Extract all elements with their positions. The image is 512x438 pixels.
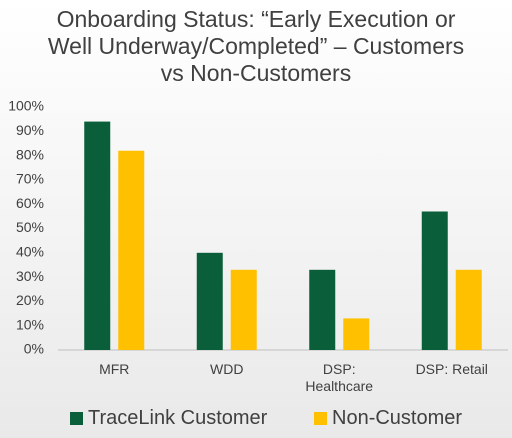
y-tick-label: 60% [16, 195, 44, 211]
y-tick-label: 90% [16, 122, 44, 138]
legend-label: TraceLink Customer [88, 407, 268, 429]
bar [421, 211, 448, 350]
bar [196, 252, 223, 350]
y-tick-label: 30% [16, 268, 44, 284]
y-tick-label: 50% [16, 219, 44, 235]
bar [455, 269, 482, 350]
x-tick-label: DSP: Retail [415, 361, 488, 377]
y-tick-label: 10% [16, 316, 44, 332]
legend-swatch [70, 412, 83, 425]
bar [343, 318, 370, 350]
y-tick-label: 0% [24, 341, 44, 357]
bar [309, 269, 336, 350]
bar [230, 269, 257, 350]
bar [118, 150, 145, 350]
legend-swatch [314, 412, 327, 425]
chart-title: Onboarding Status: “Early Execution or W… [47, 6, 465, 86]
y-tick-label: 40% [16, 244, 44, 260]
y-tick-label: 80% [16, 146, 44, 162]
bar [84, 121, 111, 350]
legend-label: Non-Customer [332, 407, 463, 429]
x-tick-label: MFR [99, 361, 130, 377]
y-tick-label: 70% [16, 171, 44, 187]
x-tick-label: DSP: Healthcare [305, 361, 374, 394]
y-tick-label: 100% [8, 98, 44, 114]
x-tick-label: WDD [210, 361, 244, 377]
y-tick-label: 20% [16, 292, 44, 308]
